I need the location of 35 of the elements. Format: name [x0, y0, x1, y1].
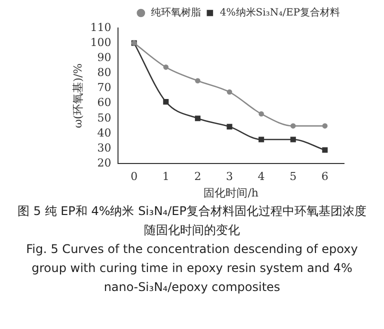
point — [290, 123, 296, 129]
y-tick-label: 100 — [90, 36, 112, 49]
point — [226, 89, 232, 95]
y-tick-label: 20 — [97, 156, 112, 170]
legend-label: 4%纳米Si₃N₄/EP复合材料 — [220, 6, 340, 19]
y-axis-title: ω(环氧基)/% — [71, 63, 84, 128]
y-tick-label: 40 — [97, 126, 112, 140]
point — [226, 124, 232, 130]
y-tick-label: 90 — [97, 50, 112, 64]
legend-label: 纯环氧树脂 — [150, 6, 201, 19]
point — [322, 147, 328, 153]
x-tick-label: 4 — [258, 170, 265, 184]
point — [195, 78, 200, 84]
point — [163, 64, 169, 70]
x-tick-label: 6 — [321, 170, 328, 184]
y-tick-label: 30 — [97, 141, 112, 154]
caption: Fig. 5 Curves of the concentration descending of epoxy group with curing time in epoxy resin system and 4% nano‑Si₃N₄/epoxy composites — [25, 241, 359, 296]
point — [194, 116, 200, 122]
x-tick-label: 1 — [162, 170, 170, 184]
x-tick-label: 5 — [290, 170, 297, 184]
y-tick-label: 110 — [90, 20, 112, 34]
x-tick-label: 3 — [226, 170, 234, 184]
point — [258, 136, 264, 142]
point — [258, 111, 264, 117]
x-tick-label: 2 — [194, 170, 202, 184]
point — [163, 99, 169, 105]
x-tick-label: 0 — [130, 170, 138, 184]
x-axis-title: 固化时间/h — [204, 186, 258, 200]
point — [322, 123, 328, 129]
point — [290, 136, 296, 142]
caption: 图 5 纯 EP和 4%纳米 Si₃N₄/EP复合材料固化过程中环氧基团浓度随固化时间的变化 — [16, 203, 368, 239]
y-tick-label: 50 — [97, 111, 112, 124]
y-tick-label: 70 — [97, 81, 112, 94]
y-tick-label: 80 — [97, 66, 112, 80]
y-tick-label: 60 — [97, 96, 112, 110]
